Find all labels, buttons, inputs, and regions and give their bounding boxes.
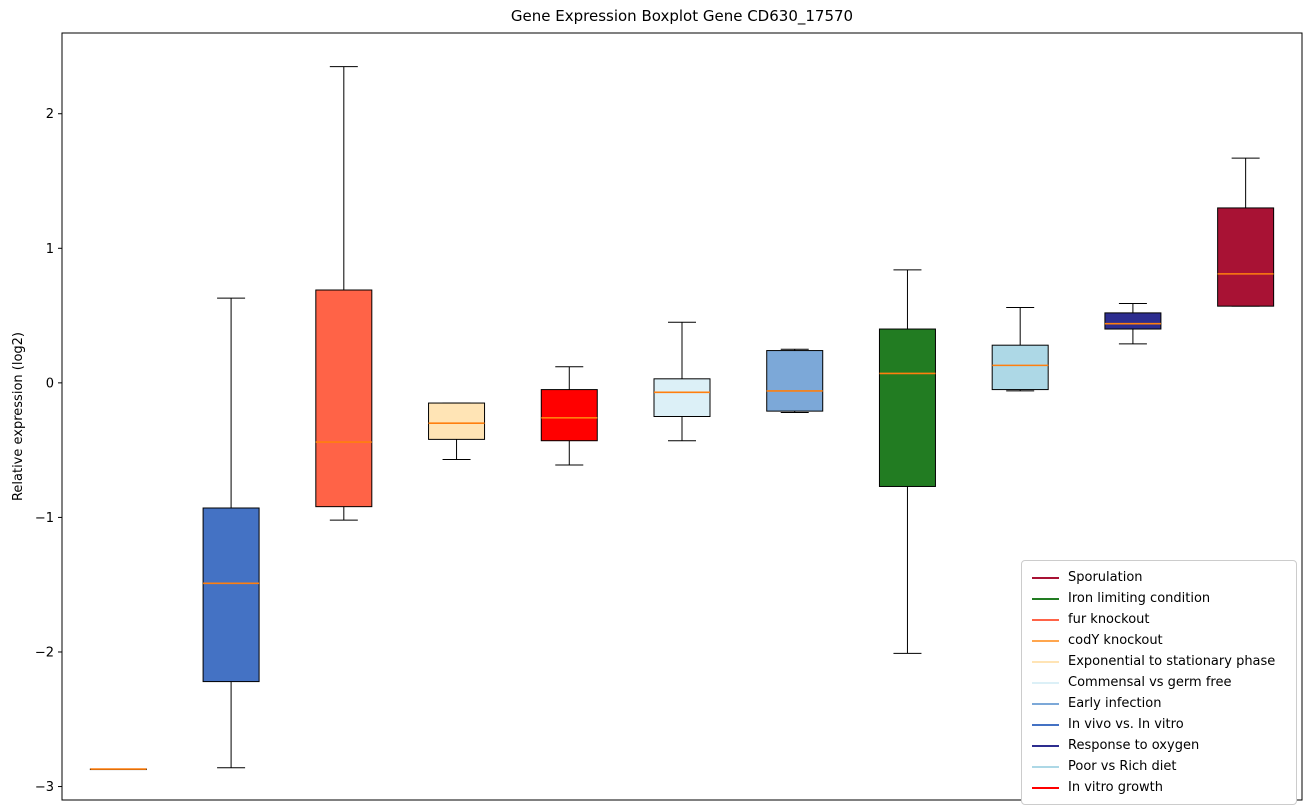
axes-frame (61, 32, 1303, 801)
box (1104, 312, 1162, 330)
legend: Sporulation Iron limiting condition fur kn… (1021, 560, 1297, 805)
legend-swatch (1032, 597, 1059, 600)
chart-title: Gene Expression Boxplot Gene CD630_17570 (510, 7, 854, 25)
legend-item: Exponential to stationary phase (1032, 651, 1286, 672)
legend-swatch (1032, 681, 1059, 684)
legend-item: Response to oxygen (1032, 735, 1286, 756)
legend-label: Early infection (1068, 696, 1162, 711)
box (315, 289, 373, 508)
legend-swatch (1032, 639, 1059, 642)
y-tick-label: 1 (46, 242, 54, 257)
legend-item: Sporulation (1032, 567, 1286, 588)
box (991, 344, 1049, 391)
legend-item: fur knockout (1032, 609, 1286, 630)
legend-swatch (1032, 723, 1059, 726)
legend-label: codY knockout (1068, 633, 1163, 648)
legend-label: Sporulation (1068, 570, 1143, 585)
box (766, 350, 824, 412)
y-tick-label: −1 (35, 511, 54, 526)
legend-swatch (1032, 744, 1059, 747)
legend-label: Poor vs Rich diet (1068, 759, 1177, 774)
legend-label: Iron limiting condition (1068, 591, 1211, 606)
legend-item: In vitro growth (1032, 777, 1286, 798)
box (1217, 207, 1275, 307)
legend-item: In vivo vs. In vitro (1032, 714, 1286, 735)
legend-item: Poor vs Rich diet (1032, 756, 1286, 777)
legend-swatch (1032, 576, 1059, 579)
y-tick-label: −2 (35, 645, 54, 660)
legend-label: Commensal vs germ free (1068, 675, 1232, 690)
box (878, 328, 936, 487)
y-tick-label: −3 (35, 780, 54, 795)
legend-item: Iron limiting condition (1032, 588, 1286, 609)
legend-label: Exponential to stationary phase (1068, 654, 1276, 669)
box (428, 402, 486, 440)
legend-label: In vivo vs. In vitro (1068, 717, 1184, 732)
box (653, 378, 711, 418)
legend-label: In vitro growth (1068, 780, 1163, 795)
legend-swatch (1032, 702, 1059, 705)
legend-swatch (1032, 618, 1059, 621)
legend-swatch (1032, 660, 1059, 663)
legend-item: codY knockout (1032, 630, 1286, 651)
legend-label: fur knockout (1068, 612, 1150, 627)
y-tick-label: 2 (46, 107, 54, 122)
legend-swatch (1032, 786, 1059, 789)
y-tick-label: 0 (46, 376, 54, 391)
box (540, 389, 598, 442)
box (202, 507, 260, 683)
legend-label: Response to oxygen (1068, 738, 1200, 753)
legend-swatch (1032, 765, 1059, 768)
legend-item: Commensal vs germ free (1032, 672, 1286, 693)
legend-item: Early infection (1032, 693, 1286, 714)
